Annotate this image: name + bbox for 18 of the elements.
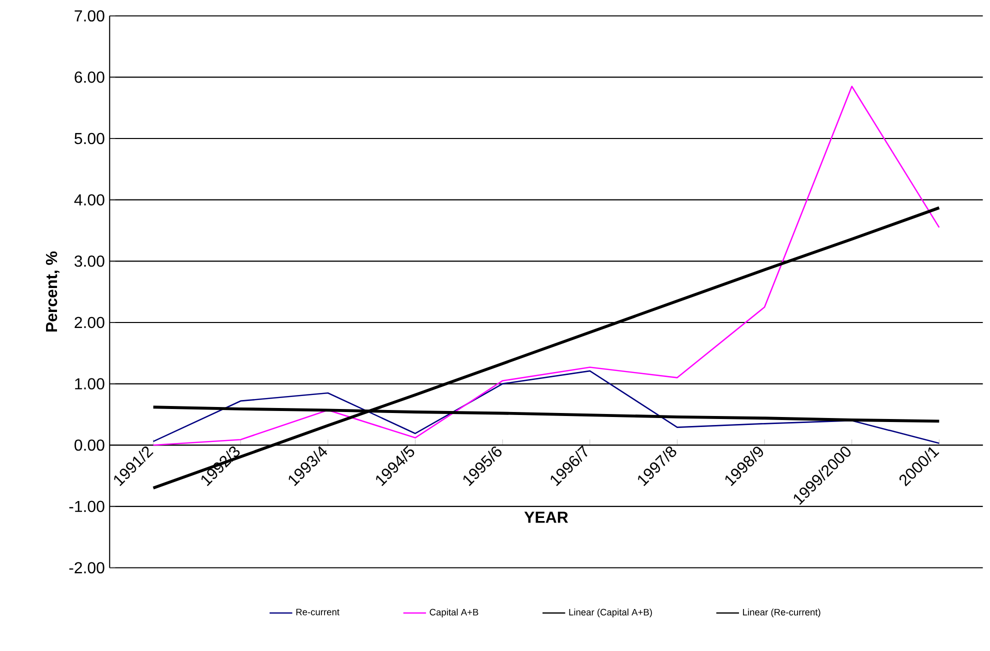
- y-tick-label: 6.00: [74, 72, 104, 83]
- y-tick-label: 7.00: [74, 10, 104, 22]
- y-tick-label: 5.00: [74, 132, 104, 144]
- legend-label: Linear (Capital A+B): [569, 608, 652, 618]
- y-tick-label: 1.00: [75, 378, 104, 390]
- y-axis-title: Percent, %: [46, 252, 60, 332]
- y-tick-label: -2.00: [69, 562, 104, 574]
- line-series: [152, 86, 940, 446]
- legend-label: Linear (Re-current): [743, 608, 820, 618]
- legend-label: Re-current: [296, 608, 340, 616]
- y-tick-label: 0.00: [74, 440, 104, 451]
- y-tick-label: 2.00: [74, 316, 104, 328]
- y-tick-label: -1.00: [69, 500, 104, 512]
- y-tick-label: 3.00: [74, 256, 104, 267]
- line-series: [152, 370, 940, 444]
- y-tick-label: 4.00: [74, 194, 104, 206]
- x-axis-title: YEAR: [524, 512, 568, 523]
- legend-label: Capital A+B: [430, 608, 478, 618]
